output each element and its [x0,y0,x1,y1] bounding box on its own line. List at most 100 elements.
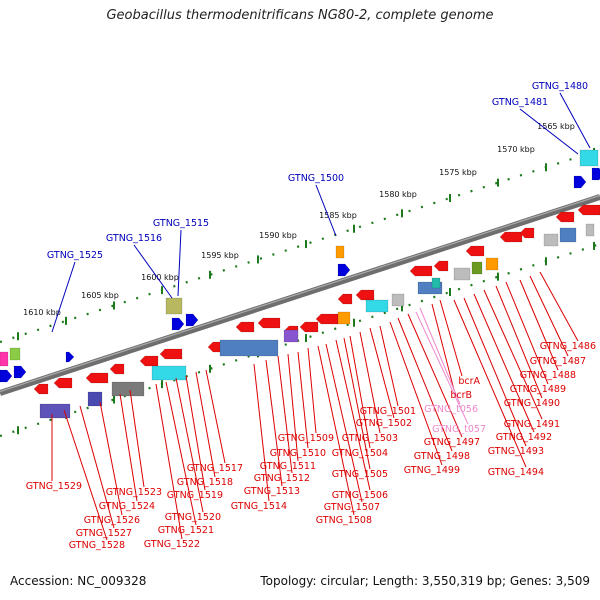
gene-label: GTNG_1524 [99,501,155,512]
gene-label: GTNG_1501 [360,406,416,417]
leader-line [439,299,463,377]
reverse-feature-arrow [577,204,600,216]
accession-text: Accession: NC_009328 [10,574,147,588]
gene-label: GTNG_1504 [332,448,388,459]
leader-line [317,345,355,516]
gene-label: GTNG_1508 [316,515,372,526]
leader-line [99,401,123,516]
feature-box [283,329,299,343]
gene-label: GTNG_1523 [106,487,162,498]
gene-label: GTNG_1512 [254,473,310,484]
reverse-feature-arrow [433,260,449,272]
gene-label: GTNG_1528 [69,540,125,551]
leader-line [343,337,371,470]
leader-line [519,279,559,371]
reverse-feature-arrow [465,245,485,257]
feature-box [87,391,103,407]
leader-line [415,311,469,425]
reverse-feature-arrow [315,313,339,325]
leader-line [369,327,395,419]
gene-label: GTNG_1494 [488,467,544,478]
gene-label: GTNG_1511 [260,461,316,472]
feature-box [219,339,279,357]
map-title: Geobacillus thermodenitrificans NG80-2, … [106,8,494,23]
feature-box [471,261,483,275]
leader-line [463,297,527,447]
leader-line [359,331,381,434]
forward-feature-arrow [13,365,27,379]
gene-label: GTNG_1488 [520,370,576,381]
feature-box [365,299,389,313]
genome-summary-text: Topology: circular; Length: 3,550,319 bp… [260,574,590,588]
feature-box [391,293,405,307]
leader-line [519,108,579,155]
reverse-feature-arrow [53,377,73,389]
feature-box [543,233,559,247]
gene-label: GTNG_1480 [532,81,588,92]
backbone [0,194,600,396]
scale-tick-label: 1565 kbp [537,122,575,131]
gene-label: GTNG_1518 [177,477,233,488]
leader-line [325,343,363,503]
scale-tick-label: 1595 kbp [201,251,239,260]
forward-feature-arrow [65,351,75,363]
reverse-feature-arrow [85,372,109,384]
leader-line [287,353,299,462]
gene-label: GTNG_1481 [492,97,548,108]
leader-line [129,389,145,488]
feature-box [39,403,71,419]
forward-feature-arrow [337,263,351,277]
gene-label: GTNG_1507 [324,502,380,513]
reverse-feature-arrow [299,321,319,333]
feature-box [431,277,441,289]
gene-label: GTNG_1526 [84,515,140,526]
leader-line [119,393,138,502]
feature-box [0,351,9,367]
gene-labels: GTNG_1480 GTNG_1481 GTNG_1500 GTNG_1515 GTNG… [26,81,596,551]
gene-label: GTNG_t057 [432,424,486,435]
feature-box [337,311,351,325]
feature-box [335,245,345,259]
feature-box [585,223,595,237]
gene-label: GTNG_1521 [158,525,214,536]
gene-label: GTNG_1515 [153,218,209,229]
feature-box [9,347,21,361]
scale-tick-label: 1590 kbp [259,231,297,240]
leader-line [51,261,76,333]
leader-line [349,335,371,449]
leader-line [453,299,527,468]
reverse-feature-arrow [159,348,183,360]
leader-line [165,381,197,526]
scale-tick-label: 1605 kbp [81,291,119,300]
reverse-feature-arrow [409,265,433,277]
leader-line [265,359,283,487]
gene-label: GTNG_1525 [47,250,103,261]
reverse-feature-arrow [337,293,353,305]
leader-line [175,377,204,513]
feature-box [111,381,145,397]
reverse-feature-arrow [257,317,281,329]
leader-line [253,363,270,502]
gene-label: GTNG_1499 [404,465,460,476]
gene-label: GTNG_1510 [270,448,326,459]
gene-label: GTNG_1506 [332,490,388,501]
leader-line [379,325,399,407]
scale-tick-label: 1570 kbp [497,145,535,154]
features [0,149,600,419]
label-leader-lines [51,92,591,541]
leader-line [505,281,549,385]
forward-feature-arrow [0,369,13,383]
gene-label: bcrB [450,390,472,401]
leader-line [473,293,535,433]
leader-line [397,317,453,452]
leader-line [529,275,569,357]
leader-line [335,339,371,491]
scale-tick-label: 1585 kbp [319,211,357,220]
leader-line [205,369,226,464]
gene-label: GTNG_1486 [540,341,596,352]
leader-line [407,313,463,438]
gene-label: GTNG_1491 [504,419,560,430]
scale-ticks: 1565 kbp 1570 kbp 1575 kbp 1580 kbp 1585 kbp… [23,122,575,317]
reverse-feature-arrow [355,289,375,301]
